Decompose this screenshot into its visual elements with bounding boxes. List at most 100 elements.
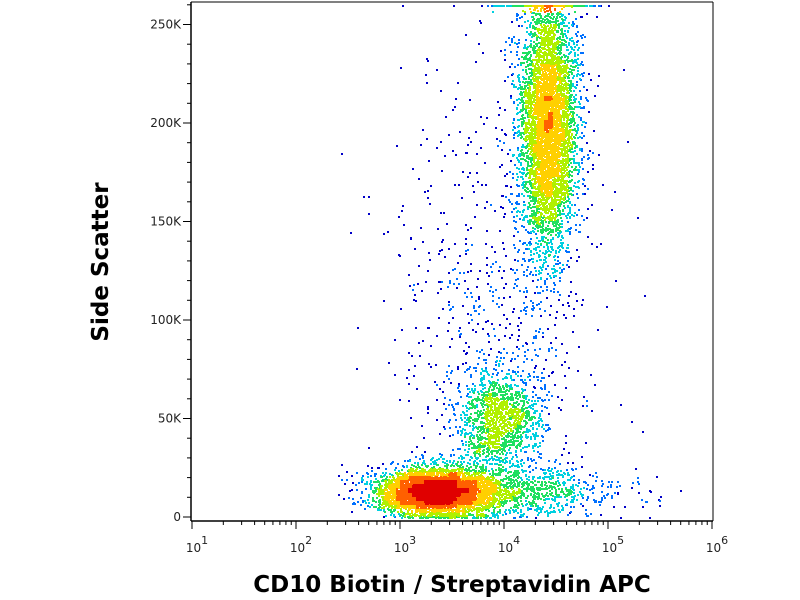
data-point bbox=[338, 475, 340, 477]
data-point bbox=[506, 352, 508, 354]
data-point bbox=[525, 152, 527, 154]
data-point bbox=[589, 489, 591, 491]
data-point bbox=[545, 424, 547, 426]
data-point bbox=[448, 365, 450, 367]
data-point bbox=[548, 348, 550, 350]
data-point bbox=[484, 437, 486, 439]
data-point bbox=[511, 404, 513, 406]
data-point bbox=[445, 116, 447, 118]
data-point bbox=[573, 49, 575, 51]
data-point bbox=[364, 483, 366, 485]
data-point bbox=[555, 234, 557, 236]
data-point bbox=[436, 147, 438, 149]
data-point bbox=[500, 479, 502, 481]
data-point bbox=[486, 462, 488, 464]
data-point bbox=[408, 516, 410, 518]
data-point bbox=[526, 112, 528, 114]
data-point bbox=[565, 69, 567, 71]
data-point bbox=[518, 185, 520, 187]
data-point bbox=[573, 479, 575, 481]
data-point bbox=[567, 514, 569, 516]
data-point bbox=[545, 257, 547, 259]
data-point bbox=[514, 127, 516, 129]
data-point bbox=[507, 406, 509, 408]
data-point bbox=[574, 129, 576, 131]
data-point bbox=[408, 383, 410, 385]
data-point bbox=[562, 264, 564, 266]
data-point bbox=[491, 403, 493, 405]
data-point bbox=[571, 60, 573, 62]
data-point bbox=[520, 379, 522, 381]
data-point bbox=[408, 469, 410, 471]
data-point bbox=[476, 510, 478, 512]
data-point bbox=[468, 137, 470, 139]
data-point bbox=[453, 5, 455, 7]
data-point bbox=[513, 134, 515, 136]
data-point bbox=[582, 121, 584, 123]
data-point bbox=[558, 407, 560, 409]
data-point bbox=[477, 278, 479, 280]
data-point bbox=[527, 195, 529, 197]
data-point bbox=[484, 384, 486, 386]
data-point bbox=[539, 266, 541, 268]
data-point bbox=[479, 351, 481, 353]
data-point bbox=[469, 407, 471, 409]
data-point bbox=[432, 461, 434, 463]
data-point bbox=[513, 84, 515, 86]
data-point bbox=[458, 330, 460, 332]
data-point bbox=[371, 467, 373, 469]
data-point bbox=[579, 148, 581, 150]
data-point bbox=[522, 117, 524, 119]
data-point bbox=[620, 404, 622, 406]
data-point bbox=[427, 197, 429, 199]
data-point bbox=[369, 506, 371, 508]
data-point bbox=[488, 388, 490, 390]
data-point bbox=[529, 72, 531, 74]
data-point bbox=[554, 28, 556, 30]
data-point bbox=[550, 342, 552, 344]
data-point bbox=[527, 87, 529, 89]
data-point bbox=[551, 219, 553, 221]
data-point bbox=[481, 5, 483, 7]
data-point bbox=[578, 116, 580, 118]
data-point bbox=[426, 82, 428, 84]
data-point bbox=[557, 477, 559, 479]
data-point bbox=[513, 137, 515, 139]
data-point bbox=[519, 423, 521, 425]
data-point bbox=[486, 117, 488, 119]
data-point bbox=[498, 351, 500, 353]
data-point bbox=[528, 501, 530, 503]
data-point bbox=[439, 453, 441, 455]
data-point bbox=[492, 385, 494, 387]
data-point bbox=[518, 496, 520, 498]
data-point bbox=[522, 396, 524, 398]
data-point bbox=[583, 156, 585, 158]
data-point bbox=[582, 505, 584, 507]
data-point bbox=[522, 76, 524, 78]
data-point bbox=[529, 190, 531, 192]
data-point bbox=[517, 325, 519, 327]
data-point bbox=[403, 224, 405, 226]
data-point bbox=[518, 348, 520, 350]
data-point bbox=[371, 470, 373, 472]
data-point bbox=[540, 278, 542, 280]
data-point bbox=[576, 214, 578, 216]
data-point bbox=[523, 420, 525, 422]
data-point bbox=[461, 517, 463, 519]
data-point bbox=[352, 482, 354, 484]
data-point bbox=[534, 480, 536, 482]
data-point bbox=[518, 39, 520, 41]
data-point bbox=[476, 515, 478, 517]
data-point bbox=[496, 5, 498, 7]
data-point bbox=[512, 129, 514, 131]
data-point bbox=[474, 405, 476, 407]
data-point bbox=[547, 512, 549, 514]
data-point bbox=[551, 468, 553, 470]
data-point bbox=[388, 362, 390, 364]
data-point bbox=[462, 363, 464, 365]
data-point bbox=[615, 280, 617, 282]
data-point bbox=[569, 233, 571, 235]
data-point bbox=[523, 47, 525, 49]
data-point bbox=[396, 145, 398, 147]
data-point bbox=[555, 483, 557, 485]
